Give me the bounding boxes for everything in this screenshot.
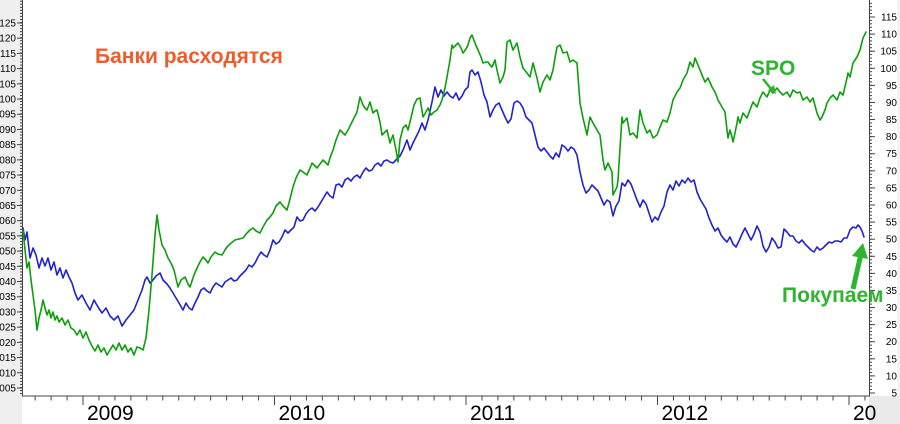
left-axis-tick-label: 0.115: [0, 49, 16, 60]
right-axis-tick-label: 95: [886, 81, 898, 92]
left-axis-tick-label: 0.070: [0, 186, 16, 197]
right-axis-tick-label: 60: [886, 200, 898, 211]
buy-arrowhead-icon: [852, 243, 868, 259]
left-axis-tick-label: 0.090: [0, 125, 16, 136]
right-axis-tick-label: 15: [886, 354, 898, 365]
right-axis-tick-label: 105: [880, 47, 897, 58]
left-axis-tick-label: 0.110: [0, 64, 16, 75]
left-axis-tick-label: 0.080: [0, 155, 16, 166]
right-axis-tick-label: 75: [886, 149, 898, 160]
axis-labels: 0.125 0.120 0.115 0.110 0.105 0.100 0.095 0.090…: [0, 13, 897, 400]
x-axis-year-labels: 2009 2010 2011 2012 2013: [87, 402, 900, 424]
right-axis-tick-label: 85: [886, 115, 898, 126]
right-axis-tick-label: 55: [886, 218, 898, 229]
left-axis-tick-label: 0.005: [0, 383, 16, 394]
series-green-line: [22, 31, 867, 356]
left-axis-tick-label: 0.105: [0, 79, 16, 90]
bottom-right-corner: [869, 396, 900, 424]
year-label: 2011: [470, 402, 515, 424]
right-axis-tick-label: 35: [886, 286, 898, 297]
right-axis-tick-label: 45: [886, 252, 898, 263]
spo-arrowhead-icon: [768, 85, 776, 94]
left-axis-tick-label: 0.085: [0, 140, 16, 151]
annotation-buy: Покупаем: [782, 243, 883, 307]
left-axis-tick-label: 0.035: [0, 292, 16, 303]
left-axis-tick-label: 0.075: [0, 171, 16, 182]
left-axis-tick-label: 0.065: [0, 201, 16, 212]
right-axis-tick-label: 20: [886, 337, 898, 348]
left-axis-tick-label: 0.030: [0, 307, 16, 318]
year-label: 2013: [853, 402, 900, 424]
left-axis-tick-label: 0.055: [0, 231, 16, 242]
left-axis-tick-label: 0.060: [0, 216, 16, 227]
left-axis-tick-label: 0.120: [0, 34, 16, 45]
left-margin: [0, 0, 22, 424]
annotation-title: Банки расходятся: [95, 45, 283, 68]
left-axis-tick-label: 0.015: [0, 353, 16, 364]
year-label: 2010: [279, 402, 326, 424]
right-axis-tick-label: 110: [881, 30, 897, 41]
plot-frame: [22, 0, 870, 397]
left-axis-tick-label: 0.010: [0, 368, 16, 379]
left-axis-tick-label: 0.100: [0, 95, 16, 106]
right-axis-tick-label: 100: [880, 64, 897, 75]
year-label: 2009: [87, 402, 134, 424]
right-axis-tick-label: 40: [886, 269, 898, 280]
left-axis-tick-label: 0.050: [0, 247, 16, 258]
right-axis-tick-label: 50: [886, 235, 898, 246]
left-axis-tick-label: 0.125: [0, 19, 16, 30]
left-axis-tick-label: 0.025: [0, 323, 16, 334]
right-axis-tick-label: 5: [891, 388, 897, 399]
left-axis-tick-label: 0.045: [0, 262, 16, 273]
right-axis-tick-label: 30: [886, 303, 898, 314]
right-axis-tick-label: 65: [886, 183, 898, 194]
annotation-title-text: Банки расходятся: [95, 45, 283, 68]
annotation-buy-text: Покупаем: [782, 284, 883, 307]
right-axis-tick-label: 90: [886, 98, 898, 109]
right-axis-tick-label: 80: [886, 132, 898, 143]
right-axis-tick-label: 70: [886, 166, 898, 177]
annotation-spo: SPO: [751, 57, 795, 94]
annotation-spo-text: SPO: [751, 57, 795, 80]
right-axis-tick-label: 115: [881, 13, 897, 24]
right-margin: [897, 0, 900, 396]
left-axis-tick-label: 0.020: [0, 338, 16, 349]
year-label: 2012: [662, 402, 709, 424]
left-axis-tick-label: 0.095: [0, 110, 16, 121]
right-axis-tick-label: 25: [886, 320, 898, 331]
series-blue-line: [22, 69, 865, 327]
right-axis-tick-label: 10: [886, 371, 898, 382]
buy-arrow-shaft: [850, 253, 864, 290]
left-axis-tick-label: 0.040: [0, 277, 16, 288]
